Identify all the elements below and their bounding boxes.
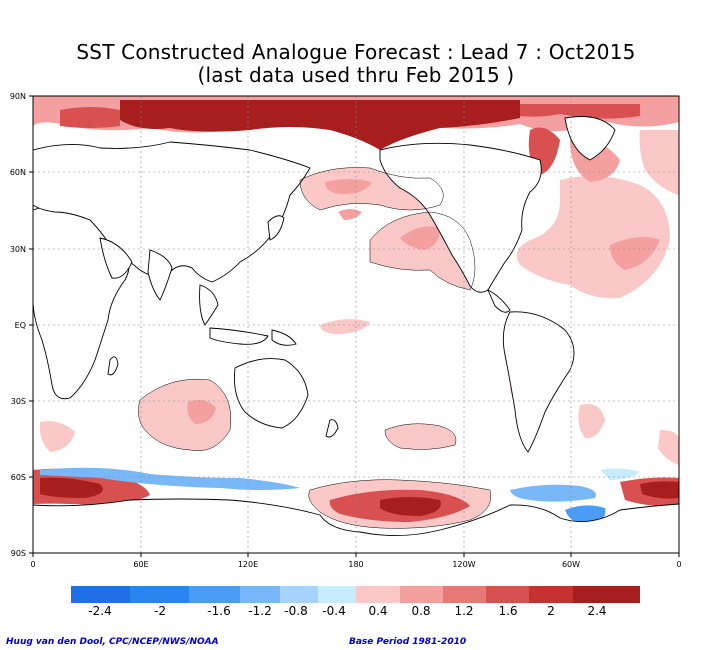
colorbar-positive-swatch: [486, 586, 529, 603]
lat-labels: 90N 60N 30N EQ 30S 60S 90S: [10, 92, 26, 558]
se-asia-outline: [199, 284, 219, 326]
colorbar-label: 1.2: [454, 604, 474, 618]
central-america-outline: [487, 289, 511, 313]
sw-indian-warm: [39, 421, 75, 452]
map-title-line1: SST Constructed Analogue Forecast : Lead…: [76, 40, 636, 64]
lon-label: 0: [30, 560, 35, 569]
lon-label: 0: [676, 560, 681, 569]
s-atl-warm: [578, 404, 605, 439]
so-america-cool: [510, 484, 596, 502]
new-guinea-outline: [271, 329, 297, 346]
continents: [33, 116, 679, 553]
colorbar-positive-swatch: [573, 586, 640, 603]
lat-label: 90N: [10, 92, 26, 101]
tick-marks: [29, 95, 680, 557]
lon-label: 60W: [562, 560, 580, 569]
colorbar-positive-swatch: [400, 586, 443, 603]
colorbar-positive-swatch: [529, 586, 573, 603]
so-atl-warm-2: [40, 477, 103, 498]
contour-lines: [138, 167, 492, 529]
lat-label: EQ: [15, 321, 26, 330]
colorbar-positive-swatch: [356, 586, 400, 603]
antarctica-outline: [33, 498, 679, 553]
india-outline: [147, 249, 173, 301]
colorbar: [71, 586, 640, 603]
colorbar-negative-swatch: [189, 586, 240, 603]
npacific-warm-2: [325, 179, 372, 195]
so-indian-cool: [40, 467, 300, 490]
colorbar-negative-swatch: [318, 586, 356, 603]
map-title-line2: (last data used thru Feb 2015 ): [197, 63, 515, 87]
colorbar-label: -1.2: [248, 604, 272, 618]
colorbar-label: 2.4: [587, 604, 607, 618]
ne-pacific-warm-2: [400, 226, 440, 250]
greenland-outline: [564, 116, 616, 161]
colorbar-label: -2.4: [88, 604, 112, 618]
so-pacific-warm-3: [380, 497, 441, 516]
colorbar-negative-swatch: [280, 586, 318, 603]
lat-label: 30N: [10, 245, 26, 254]
colorbar-label: 0.8: [411, 604, 431, 618]
colorbar-positive-swatch: [443, 586, 486, 603]
lon-labels: 0 60E 120E 180 120W 60W 0: [30, 560, 681, 569]
so-east-atl-warm-2: [640, 481, 679, 499]
colorbar-label: 2: [547, 604, 555, 618]
lat-label: 90S: [11, 549, 26, 558]
s-indian-warm: [138, 379, 231, 451]
south-america-outline: [502, 311, 575, 453]
graticule: [33, 96, 679, 553]
colorbar-negative-swatch: [240, 586, 280, 603]
colorbar-label: -0.4: [322, 604, 346, 618]
credit-author: Huug van den Dool, CPC/NCEP/NWS/NOAA: [6, 637, 219, 647]
eq-pacific-warm: [320, 319, 370, 334]
credit-base-period: Base Period 1981-2010: [349, 637, 467, 647]
arctic-strong-warm: [120, 100, 520, 150]
indonesia-outline: [209, 327, 269, 345]
lat-label: 60S: [11, 473, 26, 482]
lon-label: 180: [348, 560, 363, 569]
colorbar-negative-swatch: [71, 586, 130, 603]
east-atl-warm: [639, 130, 679, 195]
north-america-outline: [379, 142, 542, 293]
arabia-outline: [99, 237, 133, 279]
s-indian-warm-2: [187, 400, 216, 424]
colorbar-label: -1.6: [207, 604, 231, 618]
se-atl-warm: [658, 430, 679, 465]
natlantic-warm-2: [610, 236, 660, 270]
lon-label: 120W: [452, 560, 475, 569]
lat-label: 30S: [11, 397, 26, 406]
colorbar-label: 1.6: [498, 604, 518, 618]
npacific-warm-3: [338, 209, 362, 220]
japan-outline: [267, 215, 285, 241]
colorbar-negative-swatch: [130, 586, 189, 603]
arctic-mid-warm-2: [520, 104, 640, 119]
lon-label: 120E: [238, 560, 258, 569]
lat-label: 60N: [10, 168, 26, 177]
eurasia-outline: [33, 141, 311, 283]
colorbar-label: -0.8: [284, 604, 308, 618]
australia-outline: [234, 358, 309, 429]
so-atl-cool: [600, 468, 640, 480]
colorbar-label: -2: [154, 604, 166, 618]
new-zealand-outline: [325, 419, 339, 438]
madagascar-outline: [107, 356, 119, 376]
lon-label: 60E: [133, 560, 148, 569]
s-pacific-warm: [385, 423, 456, 450]
colorbar-label: 0.4: [368, 604, 388, 618]
arctic-mid-warm: [60, 107, 120, 128]
